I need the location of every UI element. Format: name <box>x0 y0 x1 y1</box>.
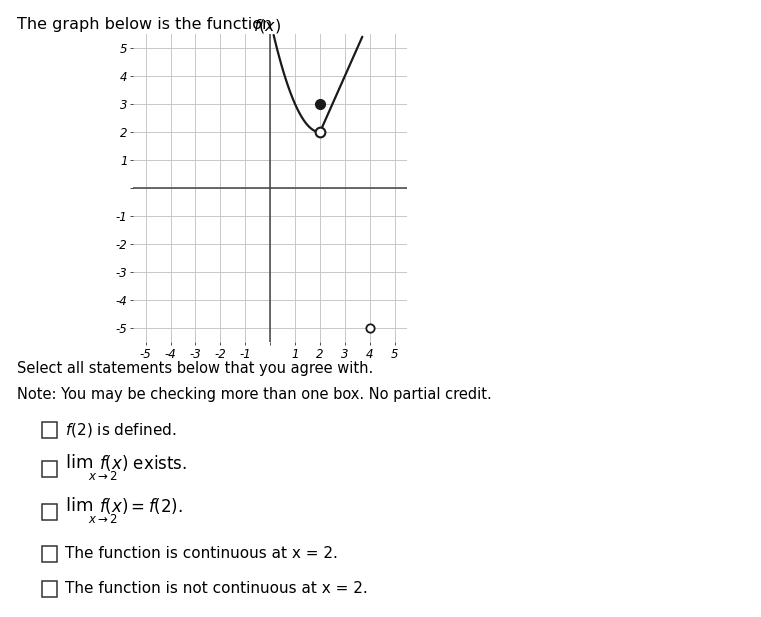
Text: $x \to 2$: $x \to 2$ <box>88 470 118 483</box>
Text: $\lim$: $\lim$ <box>65 497 93 515</box>
Text: The graph below is the function: The graph below is the function <box>17 17 277 32</box>
Text: $f(x)$: $f(x)$ <box>253 17 281 35</box>
Text: The function is not continuous at x = 2.: The function is not continuous at x = 2. <box>65 581 368 597</box>
Text: $x \to 2$: $x \to 2$ <box>88 513 118 526</box>
Text: $f(x)$ exists.: $f(x)$ exists. <box>99 453 187 473</box>
Text: The function is continuous at x = 2.: The function is continuous at x = 2. <box>65 546 338 561</box>
Text: $f(2)$ is defined.: $f(2)$ is defined. <box>65 421 177 439</box>
Text: Select all statements below that you agree with.: Select all statements below that you agr… <box>17 361 373 376</box>
Text: Note: You may be checking more than one box. No partial credit.: Note: You may be checking more than one … <box>17 387 492 402</box>
Text: $\lim$: $\lim$ <box>65 453 93 472</box>
Text: $f(x) = f(2).$: $f(x) = f(2).$ <box>99 496 183 516</box>
